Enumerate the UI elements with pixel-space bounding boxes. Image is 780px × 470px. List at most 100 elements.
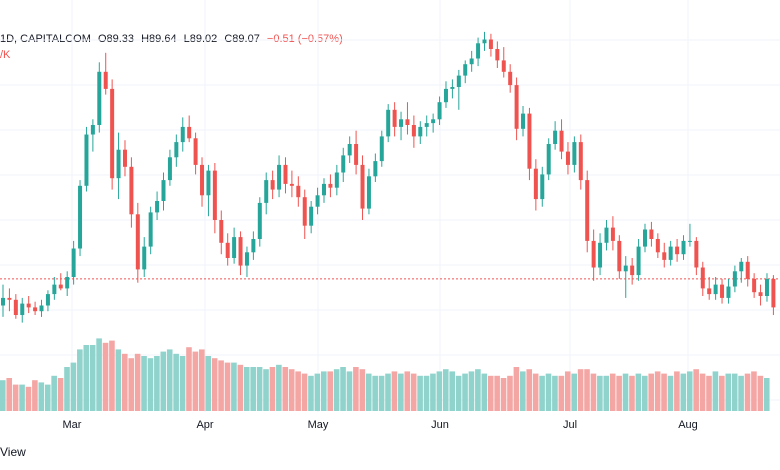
volume-bar [154,356,160,411]
candle [675,239,680,262]
volume-bar [667,375,674,411]
volume-bar [590,373,597,411]
candle-body [251,239,256,253]
volume-bar [109,340,115,411]
candle [84,126,89,192]
candle [13,294,18,319]
candle-body [636,246,641,276]
candle-body [116,149,121,179]
candle [578,134,583,190]
candle [122,140,127,177]
x-axis: Mar Apr May Jun Jul Aug [63,419,698,431]
x-axis-label: Aug [678,419,698,431]
volume-bar [269,367,276,411]
volume-bar [738,375,744,411]
candle-body [598,242,603,268]
candle-body [578,142,583,181]
candle-body [694,240,699,268]
candle [219,210,224,255]
volume-bar [378,375,385,411]
candle [347,136,352,163]
volume-bar [507,375,513,411]
candle-body [270,180,275,190]
volume-bar [603,375,610,411]
low-value: L89.02 [183,33,218,45]
candle [456,69,461,110]
volume-bar [699,373,706,411]
candle [90,119,95,152]
candle-body [20,303,25,315]
candle-body [212,170,217,220]
volume-bar [725,373,732,411]
candle [443,81,448,108]
candle [431,113,436,133]
indicator-label[interactable]: /K [0,49,11,61]
candle-body [681,240,686,255]
candle-body [604,227,609,243]
candle-body [443,88,448,103]
volume-bar [288,369,295,411]
candle-body [559,130,564,152]
candle [546,138,551,181]
volume-bar [706,375,712,411]
candle [58,273,63,291]
candle [174,134,179,167]
volume-bar [487,375,494,411]
volume-bar [353,367,359,411]
candle-body [508,71,513,86]
candle-body [771,278,776,308]
candle [598,233,603,276]
volume-bar [577,369,584,411]
symbol-name[interactable]: 1D, CAPITALCOM [0,33,91,45]
candle-body [129,166,134,215]
volume-bar [160,351,167,411]
candle [379,130,384,167]
candle-body [142,246,147,270]
candle-body [700,267,705,289]
volume-bar [333,369,340,411]
candle-body [257,202,262,239]
candle [135,202,140,283]
volume-bar [128,358,134,411]
candle [707,277,712,300]
volume-bar [731,373,738,411]
volume-bar [744,373,751,411]
candle [405,102,410,135]
candle-body [174,142,179,158]
candle [65,271,70,296]
candle [103,52,108,95]
candle [437,96,442,125]
candle-body [488,39,493,49]
candle [232,227,237,264]
candle [283,157,288,194]
candle-body [97,71,102,125]
candle-body [283,164,288,184]
candle [315,187,320,215]
candle [495,41,500,68]
footer-view-label[interactable]: View [0,445,26,459]
candle-body [463,64,468,76]
volume-bar [32,380,38,411]
candle [655,233,660,258]
volume-bar [77,349,83,411]
volume-bar [57,378,64,411]
candle [142,237,147,277]
candle-body [707,288,712,295]
candle [78,180,83,257]
volume-bar [231,362,237,411]
volume-bar [757,375,764,411]
candle [681,235,686,260]
candle [148,206,153,255]
candle-body [764,278,769,296]
volume-bar [539,375,545,411]
volume-bar [282,367,289,411]
candle-body [392,109,397,127]
candle-body [45,294,50,306]
volume-bar [455,375,462,411]
candle [463,60,468,84]
candle [514,77,519,141]
candle-body [65,277,70,289]
candle-body [328,183,333,188]
candle-body [424,123,429,127]
